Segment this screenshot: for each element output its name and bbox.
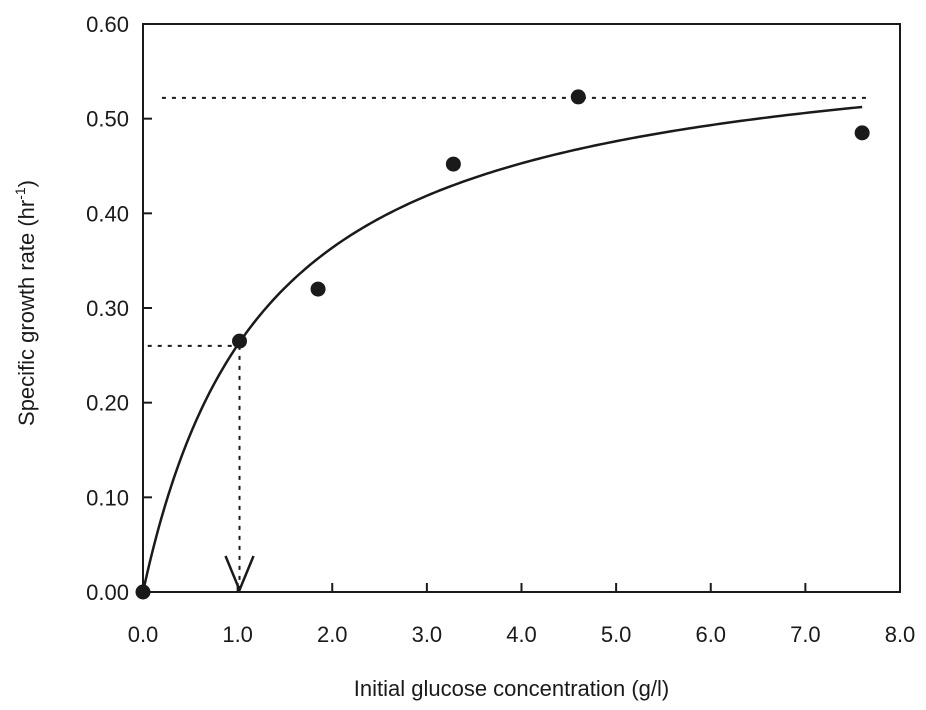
y-axis-title: Specific growth rate (hr-1) bbox=[12, 180, 39, 426]
x-tick-label: 5.0 bbox=[601, 622, 632, 647]
ks-arrow-head bbox=[224, 555, 255, 594]
data-point bbox=[310, 281, 326, 297]
x-tick-label: 7.0 bbox=[790, 622, 821, 647]
y-axis-title-text: Specific growth rate (hr bbox=[14, 200, 39, 426]
fitted-curve bbox=[141, 105, 863, 593]
y-tick-label: 0.50 bbox=[86, 107, 129, 132]
y-axis-title-close: ) bbox=[14, 180, 39, 187]
data-point bbox=[570, 89, 586, 105]
y-tick-label: 0.20 bbox=[86, 391, 129, 416]
data-point bbox=[135, 584, 151, 600]
data-point bbox=[232, 333, 248, 349]
y-tick-label: 0.30 bbox=[86, 296, 129, 321]
data-point bbox=[854, 125, 870, 141]
x-tick-label: 4.0 bbox=[506, 622, 537, 647]
plot-frame bbox=[142, 23, 901, 593]
x-tick-label: 0.0 bbox=[128, 622, 159, 647]
data-point bbox=[445, 156, 461, 172]
y-tick-label: 0.40 bbox=[86, 201, 129, 226]
y-tick-label: 0.10 bbox=[86, 485, 129, 510]
x-tick-label: 6.0 bbox=[695, 622, 726, 647]
axis-ticks bbox=[142, 23, 901, 593]
y-tick-label: 0.60 bbox=[86, 12, 129, 37]
y-tick-label: 0.00 bbox=[86, 580, 129, 605]
y-tick-labels: 0.00 0.10 0.20 0.30 0.40 0.50 0.60 bbox=[86, 12, 129, 605]
y-axis-title-superscript: -1 bbox=[12, 187, 28, 200]
x-axis-title: Initial glucose concentration (g/l) bbox=[354, 676, 670, 701]
x-tick-label: 2.0 bbox=[317, 622, 348, 647]
x-tick-label: 3.0 bbox=[412, 622, 443, 647]
x-tick-label: 1.0 bbox=[222, 622, 253, 647]
data-points bbox=[135, 89, 870, 600]
x-tick-label: 8.0 bbox=[885, 622, 916, 647]
x-tick-labels: 0.0 1.0 2.0 3.0 4.0 5.0 6.0 7.0 8.0 bbox=[128, 622, 916, 647]
